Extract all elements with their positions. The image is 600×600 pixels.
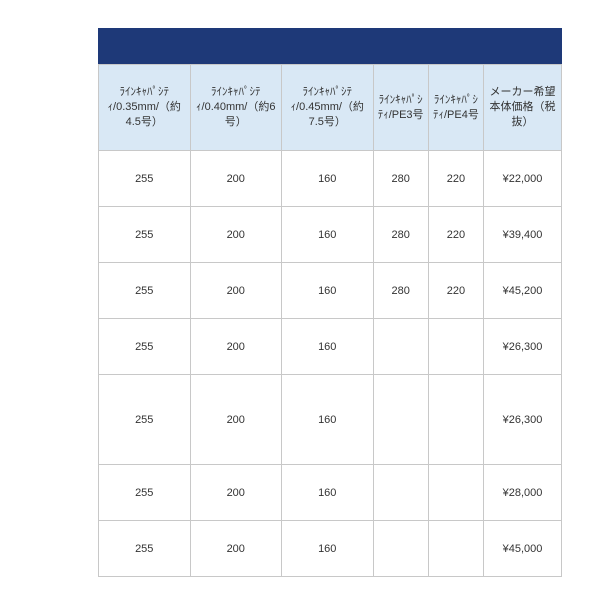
table-cell: ¥28,000	[484, 465, 562, 521]
table-cell: 160	[282, 207, 374, 263]
table-cell: ¥45,000	[484, 521, 562, 577]
table-row: 255200160 ¥45,000	[99, 521, 562, 577]
table-cell: 220	[428, 263, 483, 319]
table-cell: 160	[282, 151, 374, 207]
table-row: 255200160280220¥39,400	[99, 207, 562, 263]
table-cell: 220	[428, 151, 483, 207]
table-container: ﾗｲﾝｷｬﾊﾟｼﾃｨ/0.35mm/（約4.5号） ﾗｲﾝｷｬﾊﾟｼﾃｨ/0.4…	[0, 0, 600, 577]
table-cell: 255	[99, 151, 191, 207]
table-cell: 200	[190, 375, 282, 465]
header-bar	[98, 28, 562, 64]
table-cell: 200	[190, 465, 282, 521]
table-cell	[373, 521, 428, 577]
table-row: 255200160280220¥45,200	[99, 263, 562, 319]
col-header: ﾗｲﾝｷｬﾊﾟｼﾃｨ/0.40mm/（約6号）	[190, 65, 282, 151]
table-cell	[373, 319, 428, 375]
table-cell: 280	[373, 207, 428, 263]
table-cell	[428, 375, 483, 465]
table-cell: 255	[99, 263, 191, 319]
col-header: ﾗｲﾝｷｬﾊﾟｼﾃｨ/0.35mm/（約4.5号）	[99, 65, 191, 151]
table-cell: 280	[373, 263, 428, 319]
col-header: ﾗｲﾝｷｬﾊﾟｼﾃｨ/0.45mm/（約7.5号）	[282, 65, 374, 151]
table-header-row: ﾗｲﾝｷｬﾊﾟｼﾃｨ/0.35mm/（約4.5号） ﾗｲﾝｷｬﾊﾟｼﾃｨ/0.4…	[99, 65, 562, 151]
table-row: 255200160 ¥26,300	[99, 375, 562, 465]
table-cell	[428, 465, 483, 521]
table-cell: ¥39,400	[484, 207, 562, 263]
table-cell	[428, 319, 483, 375]
table-cell: 200	[190, 319, 282, 375]
table-cell: 255	[99, 319, 191, 375]
table-cell: 255	[99, 375, 191, 465]
table-cell: 200	[190, 263, 282, 319]
col-header: ﾗｲﾝｷｬﾊﾟｼﾃｨ/PE3号	[373, 65, 428, 151]
table-cell	[428, 521, 483, 577]
table-cell: 255	[99, 521, 191, 577]
table-body: 255200160280220¥22,000255200160280220¥39…	[99, 151, 562, 577]
table-cell: ¥45,200	[484, 263, 562, 319]
table-cell: 200	[190, 151, 282, 207]
table-cell: 255	[99, 465, 191, 521]
table-cell: 200	[190, 521, 282, 577]
table-cell: ¥22,000	[484, 151, 562, 207]
table-cell: 280	[373, 151, 428, 207]
table-cell	[373, 465, 428, 521]
col-header: ﾗｲﾝｷｬﾊﾟｼﾃｨ/PE4号	[428, 65, 483, 151]
table-cell: ¥26,300	[484, 319, 562, 375]
spec-table: ﾗｲﾝｷｬﾊﾟｼﾃｨ/0.35mm/（約4.5号） ﾗｲﾝｷｬﾊﾟｼﾃｨ/0.4…	[98, 64, 562, 577]
table-cell	[373, 375, 428, 465]
table-row: 255200160 ¥28,000	[99, 465, 562, 521]
table-cell: 220	[428, 207, 483, 263]
table-cell: 160	[282, 375, 374, 465]
table-cell: 160	[282, 465, 374, 521]
col-header: メーカー希望本体価格（税抜）	[484, 65, 562, 151]
table-cell: 160	[282, 319, 374, 375]
table-cell: 200	[190, 207, 282, 263]
table-row: 255200160280220¥22,000	[99, 151, 562, 207]
table-row: 255200160 ¥26,300	[99, 319, 562, 375]
table-cell: 160	[282, 521, 374, 577]
table-cell: 160	[282, 263, 374, 319]
table-cell: 255	[99, 207, 191, 263]
table-cell: ¥26,300	[484, 375, 562, 465]
